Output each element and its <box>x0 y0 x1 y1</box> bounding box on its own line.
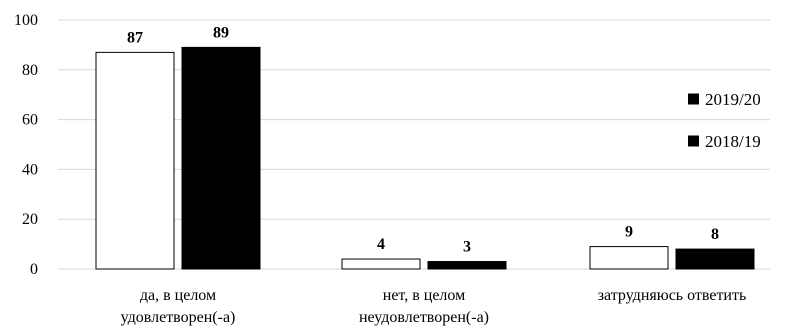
bar <box>96 52 174 269</box>
y-axis-ticks: 0 20 40 60 80 100 <box>14 12 38 278</box>
x-category-label: удовлетворен(-а) <box>121 309 236 326</box>
y-tick-label: 20 <box>22 211 38 228</box>
data-label: 87 <box>127 29 143 46</box>
data-label: 89 <box>213 24 229 41</box>
data-label: 3 <box>463 239 471 256</box>
legend: 2019/20 2018/19 <box>688 90 761 151</box>
bar <box>182 47 260 269</box>
bars <box>96 47 754 269</box>
y-tick-label: 100 <box>14 12 38 29</box>
bar <box>676 249 754 269</box>
x-category-label: неудовлетворен(-а) <box>359 309 489 326</box>
legend-swatch <box>688 136 699 147</box>
y-tick-label: 60 <box>22 112 38 129</box>
x-category-label: да, в целом <box>140 287 216 304</box>
x-category-label: нет, в целом <box>383 287 465 304</box>
x-axis-categories: да, в целом удовлетворен(-а) нет, в целом н… <box>121 287 747 326</box>
x-category-label: затрудняюсь ответить <box>598 287 747 304</box>
data-label: 8 <box>711 226 719 243</box>
bar <box>342 259 420 269</box>
data-label: 9 <box>625 224 633 241</box>
bar <box>590 247 668 269</box>
legend-swatch <box>688 94 699 105</box>
bar <box>428 262 506 269</box>
y-tick-label: 80 <box>22 62 38 79</box>
legend-label: 2019/20 <box>705 90 761 109</box>
y-tick-label: 40 <box>22 161 38 178</box>
data-label: 4 <box>377 236 385 253</box>
y-tick-label: 0 <box>30 261 38 278</box>
legend-label: 2018/19 <box>705 132 761 151</box>
